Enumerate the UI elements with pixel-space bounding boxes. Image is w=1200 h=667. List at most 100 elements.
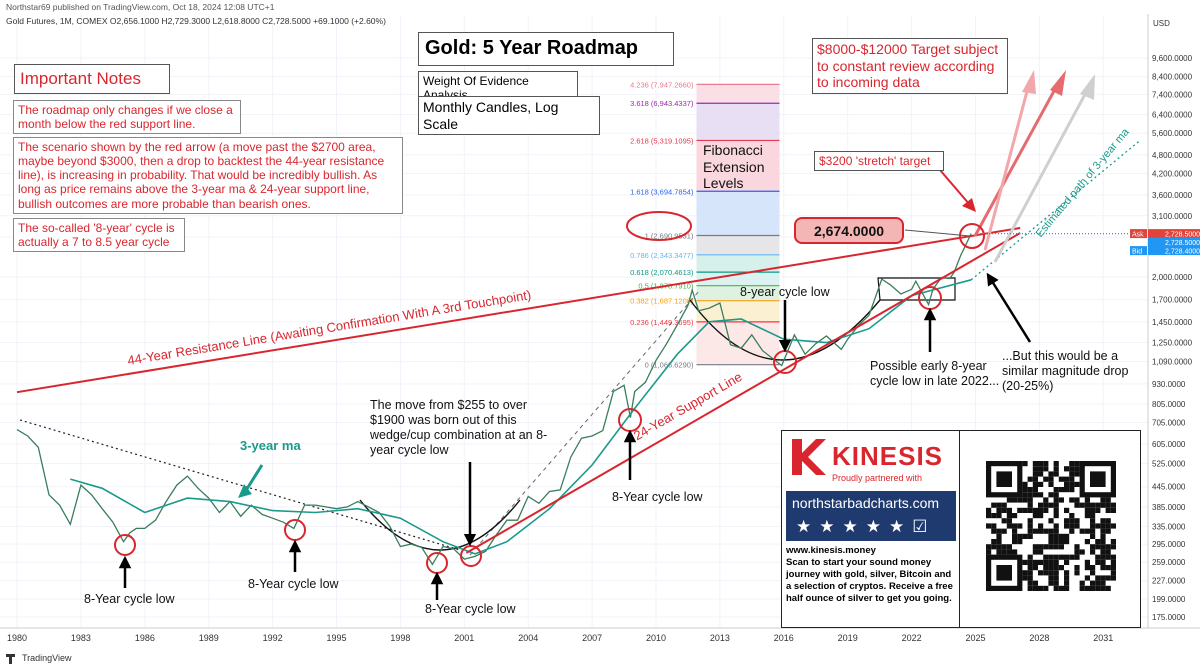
y-tick-label: 7,400.0000 bbox=[1152, 90, 1193, 99]
qr-cell bbox=[1064, 570, 1070, 576]
note: The so-called '8-year' cycle is actually… bbox=[13, 218, 185, 253]
publisher: Northstar69 published on TradingView.com… bbox=[6, 2, 275, 12]
qr-cell bbox=[1058, 487, 1064, 493]
qr-cell bbox=[1110, 523, 1116, 529]
price-tag-label: 2,728.5000 bbox=[1165, 240, 1200, 247]
qr-cell bbox=[1110, 559, 1116, 565]
qr-cell bbox=[1069, 513, 1075, 519]
qr-cell bbox=[1048, 481, 1054, 487]
ad-text: Scan to start your sound money journey w… bbox=[786, 557, 953, 604]
qr-cell bbox=[1053, 544, 1059, 550]
qr-cell bbox=[1064, 487, 1070, 493]
y-tick-label: 1,450.0000 bbox=[1152, 318, 1193, 327]
fib-band bbox=[696, 235, 780, 255]
qr-cell bbox=[1095, 585, 1101, 591]
qr-cell bbox=[1110, 539, 1116, 545]
qr-cell bbox=[1090, 533, 1096, 539]
qr-cell bbox=[1064, 523, 1070, 529]
qr-cell bbox=[1053, 523, 1059, 529]
ad-stars: ★★★★★☑ bbox=[796, 517, 936, 536]
qr-cell bbox=[1038, 559, 1044, 565]
y-tick-label: 805.0000 bbox=[1152, 400, 1186, 409]
qr-cell bbox=[1105, 507, 1111, 513]
target-arrow bbox=[983, 79, 1032, 251]
qr-cell bbox=[1069, 523, 1075, 529]
qr-cell bbox=[1110, 502, 1116, 508]
y-tick-label: 9,600.0000 bbox=[1152, 54, 1193, 63]
ad-site: northstarbadcharts.com bbox=[792, 495, 940, 511]
qr-cell bbox=[1022, 559, 1028, 565]
cycle-circle bbox=[114, 534, 136, 556]
qr-cell bbox=[1090, 565, 1096, 571]
qr-cell bbox=[1048, 502, 1054, 508]
ad-brand: KINESIS bbox=[832, 441, 944, 471]
qr-finder bbox=[1090, 471, 1106, 487]
qr-cell bbox=[1022, 533, 1028, 539]
qr-cell bbox=[1105, 585, 1111, 591]
qr-cell bbox=[1110, 507, 1116, 513]
qr-cell bbox=[1048, 559, 1054, 565]
qr-cell bbox=[1043, 585, 1049, 591]
qr-cell bbox=[1064, 476, 1070, 482]
qr-cell bbox=[1032, 580, 1038, 586]
qr-cell bbox=[1090, 549, 1096, 555]
qr-cell bbox=[1032, 528, 1038, 534]
qr-cell bbox=[1022, 575, 1028, 581]
qr-cell bbox=[996, 502, 1002, 508]
qr-cell bbox=[1053, 565, 1059, 571]
qr-cell bbox=[1074, 497, 1080, 503]
qr-cell bbox=[1032, 492, 1038, 498]
x-tick-label: 1980 bbox=[7, 633, 27, 643]
qr-cell bbox=[1038, 528, 1044, 534]
qr-cell bbox=[1027, 575, 1033, 581]
qr-cell bbox=[1027, 497, 1033, 503]
qr-cell bbox=[1032, 585, 1038, 591]
qr-cell bbox=[1100, 502, 1106, 508]
x-tick-label: 2031 bbox=[1093, 633, 1113, 643]
qr-cell bbox=[1006, 518, 1012, 524]
qr-cell bbox=[1053, 497, 1059, 503]
qr-cell bbox=[1053, 570, 1059, 576]
qr-cell bbox=[1053, 502, 1059, 508]
qr-cell bbox=[1006, 507, 1012, 513]
price-pointer bbox=[904, 229, 971, 237]
qr-cell bbox=[1084, 507, 1090, 513]
ad-divider bbox=[959, 431, 960, 627]
qr-cell bbox=[1053, 528, 1059, 534]
ad-panel: KINESIS Proudly partnered with northstar… bbox=[781, 430, 1141, 628]
qr-cell bbox=[1100, 518, 1106, 524]
qr-cell bbox=[1069, 518, 1075, 524]
qr-cell bbox=[1043, 559, 1049, 565]
qr-cell bbox=[1064, 575, 1070, 581]
qr-cell bbox=[1032, 559, 1038, 565]
qr-cell bbox=[1053, 533, 1059, 539]
fib-band bbox=[696, 272, 780, 286]
qr-cell bbox=[1064, 466, 1070, 472]
y-tick-label: 525.0000 bbox=[1152, 460, 1186, 469]
qr-cell bbox=[1074, 466, 1080, 472]
cup-curve bbox=[689, 299, 881, 361]
qr-cell bbox=[991, 523, 997, 529]
qr-cell bbox=[1090, 585, 1096, 591]
qr-cell bbox=[1032, 487, 1038, 493]
qr-cell bbox=[1048, 544, 1054, 550]
qr-cell bbox=[1074, 461, 1080, 467]
qr-cell bbox=[1064, 539, 1070, 545]
qr-cell bbox=[1053, 539, 1059, 545]
qr-cell bbox=[1006, 497, 1012, 503]
qr-cell bbox=[1053, 461, 1059, 467]
qr-cell bbox=[991, 513, 997, 519]
qr-cell bbox=[1012, 539, 1018, 545]
arrow bbox=[986, 272, 1032, 343]
qr-cell bbox=[1079, 549, 1085, 555]
qr-cell bbox=[1053, 487, 1059, 493]
qr-cell bbox=[986, 523, 992, 529]
qr-cell bbox=[1105, 518, 1111, 524]
y-tick-label: 445.0000 bbox=[1152, 483, 1186, 492]
fib-title: Fibonacci Extension Levels bbox=[703, 142, 765, 192]
qr-cell bbox=[1095, 502, 1101, 508]
symbol: Gold Futures, 1M, COMEX O2,656.1000 H2,7… bbox=[6, 16, 386, 26]
qr-cell bbox=[1105, 575, 1111, 581]
qr-cell bbox=[1053, 471, 1059, 477]
qr-cell bbox=[1090, 523, 1096, 529]
